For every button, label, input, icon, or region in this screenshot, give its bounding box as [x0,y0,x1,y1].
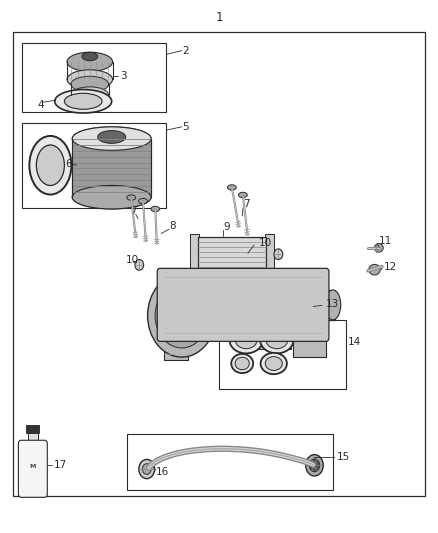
Ellipse shape [55,90,112,113]
Circle shape [304,295,314,308]
Text: 2: 2 [182,46,188,55]
Bar [190,233,199,280]
Bar [265,233,274,280]
Text: 1: 1 [215,11,223,24]
Ellipse shape [72,127,151,150]
Circle shape [274,249,283,260]
Text: 10: 10 [258,238,272,247]
Text: 15: 15 [336,453,350,462]
FancyBboxPatch shape [72,139,151,197]
Circle shape [177,309,187,322]
Circle shape [139,459,155,479]
Bar [22,123,166,208]
Bar [28,432,38,443]
Bar [324,290,335,320]
Ellipse shape [261,353,287,374]
Bar [23,452,43,485]
Circle shape [171,302,193,329]
Ellipse shape [325,290,341,320]
Circle shape [25,458,41,477]
Ellipse shape [260,327,293,353]
Circle shape [292,281,325,321]
Text: 7: 7 [131,206,137,215]
Bar [22,43,166,112]
Ellipse shape [98,131,126,143]
Text: 10: 10 [126,255,139,265]
Circle shape [309,459,320,472]
Ellipse shape [29,136,71,195]
Bar [293,337,326,357]
Ellipse shape [67,52,113,71]
Circle shape [298,288,320,314]
Bar [13,32,425,496]
Ellipse shape [265,357,282,370]
Ellipse shape [138,198,147,204]
Ellipse shape [72,185,151,209]
Circle shape [155,283,208,348]
Ellipse shape [127,195,136,200]
Ellipse shape [374,244,383,252]
Text: 17: 17 [53,460,67,470]
Text: 11: 11 [379,236,392,246]
Ellipse shape [71,76,109,92]
Ellipse shape [71,87,109,103]
Ellipse shape [72,127,151,150]
Ellipse shape [231,354,253,373]
Ellipse shape [151,206,160,212]
Ellipse shape [36,145,64,185]
Text: 9: 9 [223,222,230,232]
Ellipse shape [67,70,113,89]
Text: 16: 16 [156,467,169,477]
Text: 12: 12 [384,262,397,271]
Ellipse shape [239,192,247,198]
Text: 5: 5 [182,122,188,132]
Ellipse shape [72,185,151,209]
Circle shape [306,455,323,476]
Text: 14: 14 [348,337,361,347]
Text: M: M [30,464,36,470]
Ellipse shape [227,185,236,190]
Text: 8: 8 [169,221,176,231]
Bar [198,237,266,277]
Text: 13: 13 [326,299,339,309]
FancyBboxPatch shape [157,269,329,342]
Ellipse shape [82,52,98,61]
Bar [26,425,39,433]
Circle shape [135,260,144,270]
Text: 3: 3 [120,71,127,80]
Ellipse shape [235,357,249,370]
Ellipse shape [235,332,257,349]
Bar [219,320,346,389]
Text: 6: 6 [65,159,71,168]
Bar [256,336,291,349]
Text: 7: 7 [243,199,250,208]
Circle shape [163,293,201,338]
Text: 4: 4 [37,100,44,110]
Ellipse shape [266,332,288,349]
Ellipse shape [369,264,380,275]
Ellipse shape [99,132,125,142]
Ellipse shape [64,93,102,109]
Circle shape [148,274,216,357]
FancyBboxPatch shape [18,440,47,497]
Bar [127,434,333,490]
Bar [164,336,188,359]
Ellipse shape [230,327,263,353]
Circle shape [142,464,151,474]
